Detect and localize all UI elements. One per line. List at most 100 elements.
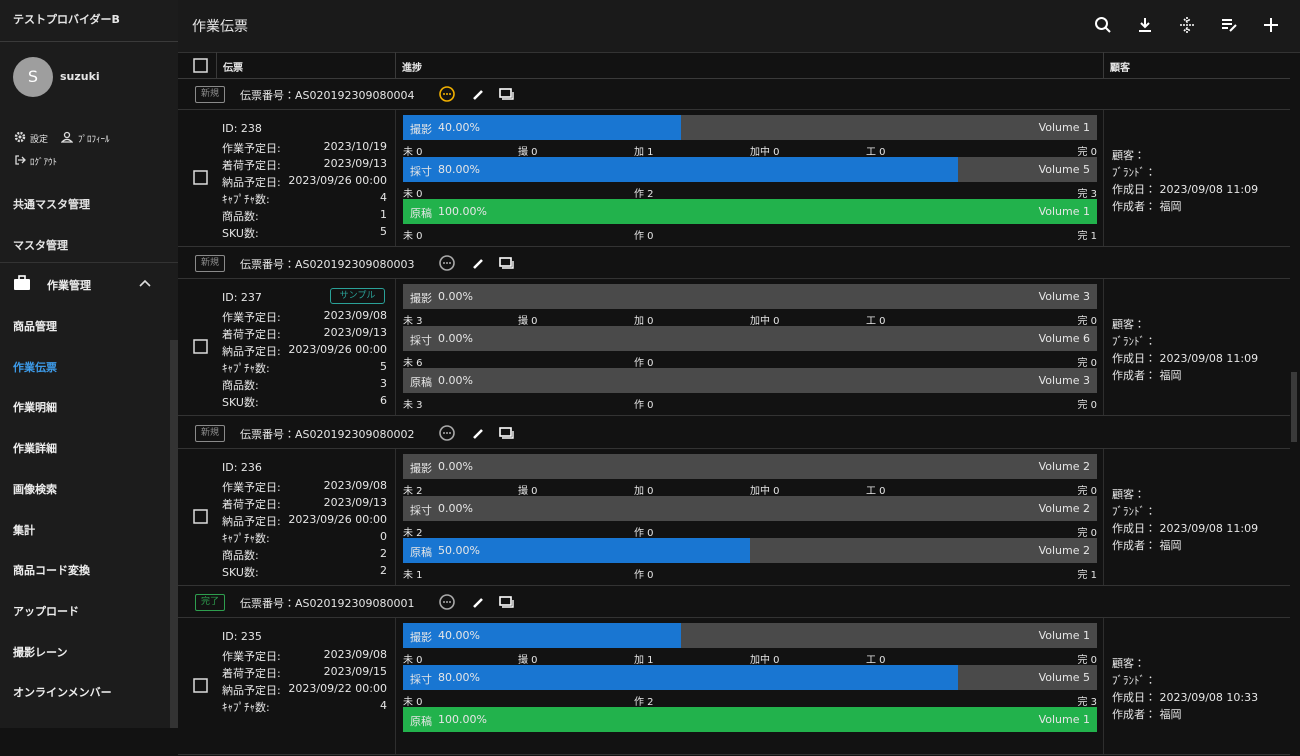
- count: 加 1: [634, 147, 654, 158]
- progress-fill: [403, 622, 681, 648]
- count: 未 2: [403, 527, 423, 539]
- count: 加中 0: [750, 485, 780, 497]
- field-label: SKU数:: [222, 565, 259, 579]
- progress-value: 100.00%: [438, 205, 487, 218]
- ticket-number: 伝票番号：AS020192309080001: [240, 596, 415, 610]
- checkbox-box[interactable]: [193, 508, 208, 524]
- progress-bar: 撮影 0.00% Volume 3: [403, 284, 1097, 310]
- count: 未 6: [403, 358, 423, 370]
- volume: Volume 1: [1038, 121, 1090, 134]
- count: 完 0: [1077, 316, 1097, 328]
- progress-fill: [403, 115, 681, 140]
- customer-line: ﾌﾞﾗﾝﾄﾞ：: [1112, 504, 1156, 518]
- menu-item[interactable]: アップロード: [13, 604, 79, 618]
- ticket: 新規 伝票番号：AS020192309080003 ID: 237 サンプル 作業予定日…: [178, 247, 1290, 417]
- menu-item[interactable]: マスタ管理: [13, 239, 68, 252]
- customer-line: 顧客：: [1112, 656, 1145, 670]
- checkbox[interactable]: [193, 508, 208, 524]
- row-bottom-line: [178, 246, 1290, 247]
- field-label: 着荷予定日:: [222, 328, 281, 342]
- menu-item[interactable]: 画像検索: [13, 482, 57, 496]
- ticket-id: ID: 236: [222, 460, 262, 474]
- checkbox-box[interactable]: [193, 678, 208, 693]
- logout-icon: [15, 155, 26, 165]
- action-icons[interactable]: [438, 423, 518, 443]
- logout-link[interactable]: ﾛｸﾞｱｳﾄ: [30, 158, 58, 168]
- volume: Volume 5: [1038, 163, 1090, 176]
- count: 作 2: [634, 189, 654, 200]
- checkbox[interactable]: [193, 58, 208, 73]
- expand-icon[interactable]: [1178, 16, 1196, 34]
- page-title: 作業伝票: [192, 19, 248, 35]
- ticket-number: 伝票番号：AS020192309080004: [240, 89, 415, 102]
- status-badge: 新規: [195, 424, 226, 442]
- field-value: 4: [380, 191, 387, 204]
- field-value: 6: [380, 394, 387, 408]
- field-value: 0: [380, 529, 387, 543]
- chevron-up[interactable]: [139, 279, 151, 287]
- ticket-id: ID: 237: [222, 291, 262, 305]
- download-icon[interactable]: [1136, 16, 1154, 34]
- field-value: 2023/09/08: [323, 647, 387, 661]
- action-icons[interactable]: [438, 253, 518, 273]
- avatar[interactable]: S: [13, 57, 53, 97]
- progress-value: 100.00%: [438, 712, 487, 726]
- settings-link[interactable]: 設定: [30, 135, 49, 145]
- count: 未 3: [403, 316, 423, 328]
- profile-link[interactable]: ﾌﾟﾛﾌｨｰﾙ: [78, 135, 110, 145]
- menu-item[interactable]: 作業詳細: [13, 442, 57, 456]
- checkbox[interactable]: [193, 170, 208, 185]
- column-divider: [1103, 52, 1104, 78]
- menu-item[interactable]: 撮影レーン: [13, 645, 68, 659]
- provider-name: テストプロバイダーB: [13, 13, 120, 26]
- menu-item[interactable]: 商品管理: [13, 320, 57, 333]
- customer-line: 作成者： 福岡: [1112, 369, 1182, 383]
- customer-line: 顧客：: [1112, 318, 1145, 332]
- progress-fill: [403, 199, 1097, 224]
- progress-value: 0.00%: [438, 374, 473, 388]
- count: 完 3: [1077, 696, 1097, 708]
- divider: [0, 262, 178, 263]
- progress-label: 撮影: [410, 292, 432, 306]
- menu-item[interactable]: オンラインメンバー: [13, 686, 112, 700]
- menu-item[interactable]: 作業明細: [13, 401, 57, 415]
- menu-item[interactable]: 共通マスタ管理: [13, 198, 90, 211]
- progress-bar: 撮影 40.00% Volume 1: [403, 115, 1097, 140]
- edit-list-icon[interactable]: [1220, 16, 1238, 34]
- action-icons[interactable]: [438, 592, 518, 612]
- field-value: 2023/10/19: [323, 140, 387, 153]
- sidebar: テストプロバイダーB S suzuki 設定 ﾌﾟﾛﾌｨｰﾙ ﾛｸﾞｱｳﾄ 作業…: [0, 0, 178, 728]
- count: 未 0: [403, 147, 423, 158]
- search-icon[interactable]: [1094, 16, 1112, 34]
- menu-group[interactable]: 作業管理: [47, 279, 91, 292]
- field-value: 1: [380, 208, 387, 221]
- progress-bar: 採寸 0.00% Volume 6: [403, 326, 1097, 352]
- scrollbar[interactable]: [170, 340, 178, 728]
- checkbox-box[interactable]: [193, 170, 208, 185]
- add-icon[interactable]: [1262, 16, 1280, 34]
- row-divider: [395, 617, 396, 755]
- count: 作 0: [634, 527, 654, 539]
- menu-item[interactable]: 商品コード変換: [13, 564, 90, 578]
- checkbox[interactable]: [193, 339, 208, 355]
- action-icons[interactable]: [438, 84, 518, 104]
- column-header: 顧客: [1110, 63, 1130, 74]
- field-label: 着荷予定日:: [222, 497, 281, 511]
- menu-item[interactable]: 作業伝票: [13, 360, 57, 374]
- scrollbar[interactable]: [1291, 372, 1297, 442]
- progress-bar: 撮影 40.00% Volume 1: [403, 622, 1097, 648]
- progress-value: 40.00%: [438, 121, 480, 134]
- count: 作 2: [634, 696, 654, 708]
- count: 完 0: [1077, 147, 1097, 158]
- field-value: 2023/09/08: [323, 478, 387, 492]
- progress-label: 撮影: [410, 123, 432, 136]
- checkbox[interactable]: [193, 678, 208, 693]
- progress-bar: 原稿 100.00% Volume 1: [403, 706, 1097, 732]
- progress-value: 50.00%: [438, 543, 480, 557]
- progress-label: 原稿: [410, 207, 432, 220]
- progress-label: 原稿: [410, 376, 432, 390]
- volume: Volume 2: [1038, 459, 1090, 473]
- menu-item[interactable]: 集計: [13, 523, 35, 537]
- checkbox-box[interactable]: [193, 339, 208, 355]
